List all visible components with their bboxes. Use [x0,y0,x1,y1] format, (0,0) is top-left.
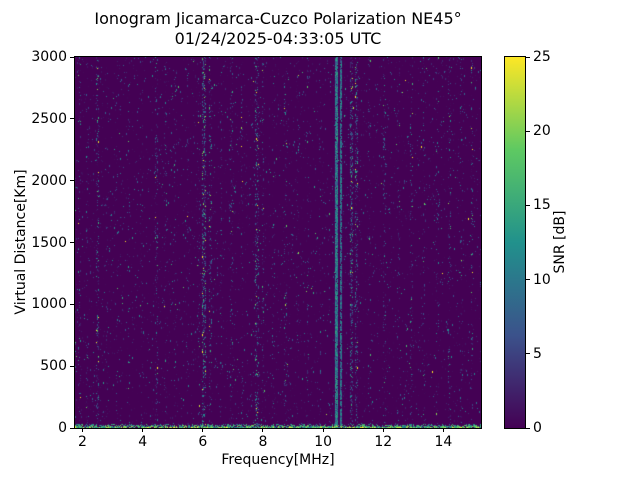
chart-title: Ionogram Jicamarca-Cuzco Polarization NE… [94,9,462,28]
colorbar-tick-mark [526,427,530,429]
y-tick-mark [70,365,74,367]
x-tick-mark [82,428,84,432]
colorbar-tick-mark [526,353,530,355]
y-tick-mark [70,242,74,243]
x-tick-label: 4 [138,434,148,450]
colorbar-tick-label: 10 [533,271,551,288]
y-tick-mark [70,427,74,429]
colorbar-tick-mark [526,279,530,281]
x-tick-label: 6 [198,434,208,450]
colorbar-tick-label: 25 [533,49,551,65]
colorbar-tick-mark [526,204,530,206]
y-tick-mark [70,118,74,120]
chart-subtitle: 01/24/2025-04:33:05 UTC [174,29,382,48]
y-tick-label: 1000 [31,296,67,313]
x-tick-mark [322,428,324,432]
y-tick-mark [70,303,74,305]
x-tick-mark [442,428,444,432]
colorbar [504,56,526,429]
colorbar-label: SNR [dB] [552,210,568,274]
heatmap-canvas [75,57,481,428]
x-tick-label: 8 [258,434,268,450]
heatmap-plot [74,56,482,429]
colorbar-tick-mark [526,130,530,132]
colorbar-tick-mark [526,56,530,58]
colorbar-tick-label: 15 [533,197,551,214]
x-tick-label: 14 [434,434,453,450]
colorbar-tick-label: 20 [533,123,551,140]
x-axis-label: Frequency[MHz] [221,452,335,468]
y-tick-label: 3000 [31,49,67,65]
x-tick-mark [262,428,264,432]
y-tick-mark [70,56,74,58]
y-tick-label: 2000 [31,172,67,189]
x-tick-label: 10 [314,434,333,450]
x-tick-mark [382,428,384,432]
x-tick-label: 2 [78,434,87,450]
x-tick-mark [142,428,144,432]
y-tick-label: 0 [58,420,67,436]
y-tick-label: 500 [40,358,67,375]
x-tick-mark [202,428,204,432]
y-tick-label: 1500 [31,234,67,251]
y-tick-mark [70,180,74,182]
colorbar-tick-label: 0 [533,420,542,436]
colorbar-tick-label: 5 [533,345,542,362]
y-tick-label: 2500 [31,110,67,127]
x-tick-label: 12 [374,434,393,450]
